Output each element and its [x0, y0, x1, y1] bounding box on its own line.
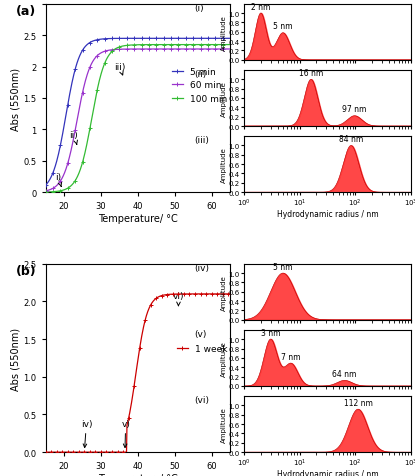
Text: 5 nm: 5 nm — [273, 22, 293, 31]
Y-axis label: Abs (550nm): Abs (550nm) — [11, 67, 21, 130]
X-axis label: Temperature/ °C: Temperature/ °C — [98, 214, 178, 224]
Text: v): v) — [121, 419, 130, 447]
Text: (iii): (iii) — [194, 136, 209, 145]
Y-axis label: Abs (550nm): Abs (550nm) — [11, 327, 21, 390]
Y-axis label: Amplitude: Amplitude — [221, 81, 227, 117]
Text: (ii): (ii) — [194, 69, 206, 79]
Y-axis label: Amplitude: Amplitude — [221, 147, 227, 183]
Text: (iv): (iv) — [194, 263, 209, 272]
Text: 112 nm: 112 nm — [344, 398, 372, 407]
Legend: 1 week: 1 week — [177, 344, 227, 353]
X-axis label: Hydrodynamic radius / nm: Hydrodynamic radius / nm — [277, 469, 378, 476]
Text: 3 nm: 3 nm — [261, 328, 280, 337]
Text: ii): ii) — [70, 130, 78, 145]
Text: iii): iii) — [114, 63, 125, 76]
Y-axis label: Amplitude: Amplitude — [221, 274, 227, 310]
Text: 16 nm: 16 nm — [299, 69, 323, 78]
X-axis label: Hydrodynamic radius / nm: Hydrodynamic radius / nm — [277, 209, 378, 218]
Text: vi): vi) — [173, 291, 184, 306]
Text: 5 nm: 5 nm — [273, 262, 293, 271]
Text: (b): (b) — [16, 264, 37, 277]
Y-axis label: Amplitude: Amplitude — [221, 15, 227, 50]
Text: i): i) — [55, 173, 62, 187]
Text: (a): (a) — [16, 5, 37, 18]
Text: 2 nm: 2 nm — [251, 3, 271, 12]
Text: 64 nm: 64 nm — [332, 369, 356, 378]
Text: 97 nm: 97 nm — [342, 105, 367, 114]
Text: 7 nm: 7 nm — [281, 353, 301, 361]
Text: (vi): (vi) — [194, 395, 209, 404]
Y-axis label: Amplitude: Amplitude — [221, 407, 227, 442]
Text: iv): iv) — [81, 419, 92, 447]
Text: (v): (v) — [194, 329, 206, 338]
Legend: 5 min, 60 min, 100 min: 5 min, 60 min, 100 min — [172, 68, 227, 104]
Text: (i): (i) — [194, 4, 204, 13]
X-axis label: Temperature/ °C: Temperature/ °C — [98, 473, 178, 476]
Y-axis label: Amplitude: Amplitude — [221, 340, 227, 376]
Text: 84 nm: 84 nm — [339, 135, 363, 144]
